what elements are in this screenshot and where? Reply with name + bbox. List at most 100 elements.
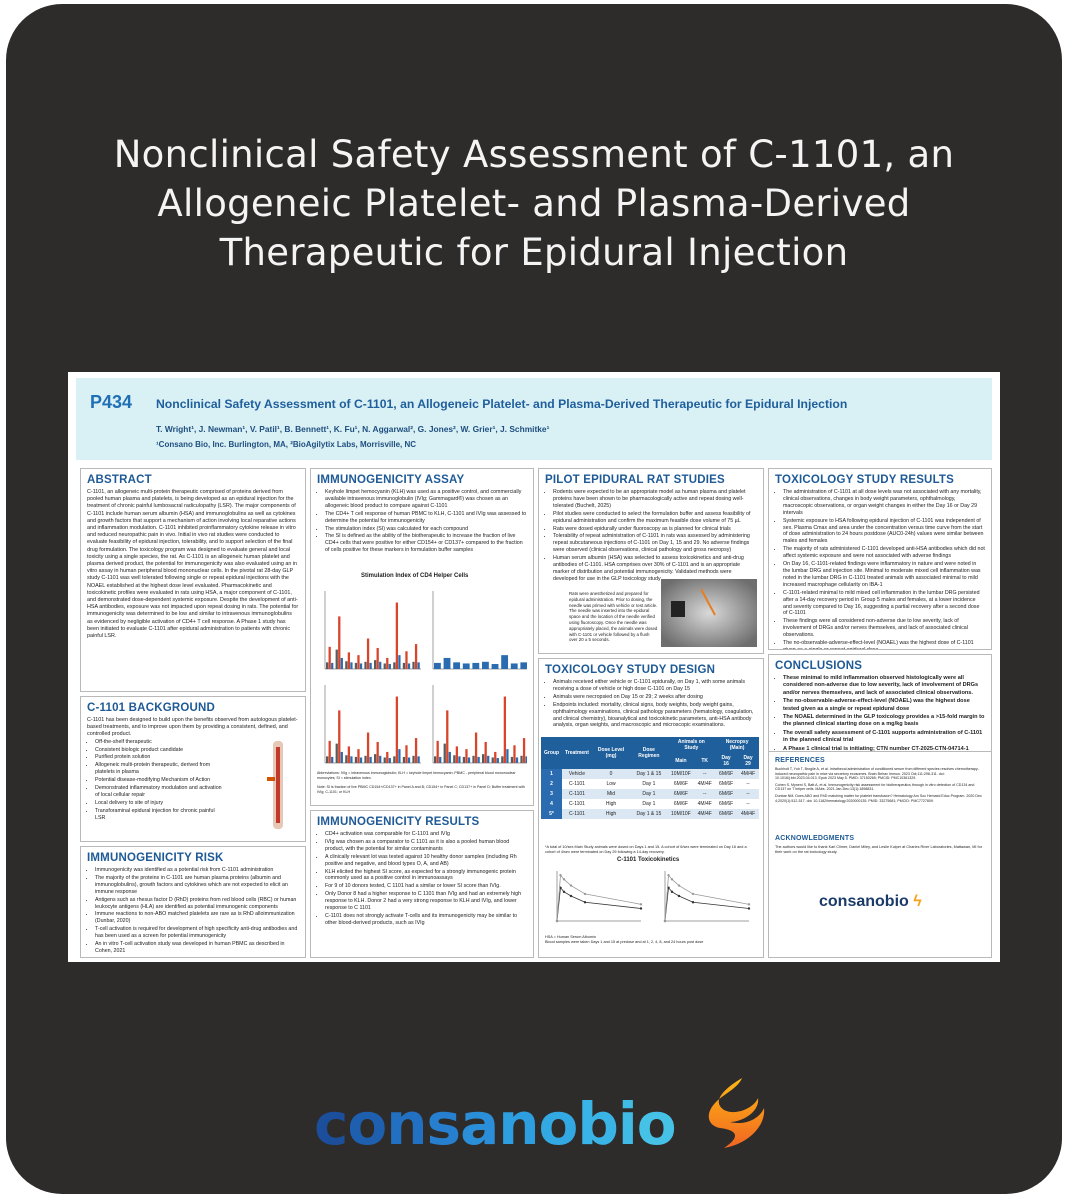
results-item: A clinically relevant lot was tested aga… <box>325 854 527 868</box>
references-title: REFERENCES <box>775 757 825 764</box>
tk-series-line <box>664 886 750 922</box>
table-cell: C-1101 <box>562 809 592 819</box>
si-bar <box>350 662 353 669</box>
tk-point <box>747 907 751 910</box>
spine-illustration <box>267 741 283 829</box>
si-bar <box>369 756 372 763</box>
si-bar <box>501 655 509 669</box>
pilot-image-caption: Rats were anesthetized and prepared for … <box>569 591 658 643</box>
pilot-section: PILOT EPIDURAL RAT STUDIES Rodents were … <box>538 468 764 654</box>
si-bar <box>487 755 490 763</box>
si-bar <box>501 756 504 763</box>
tox-results-title: TOXICOLOGY STUDY RESULTS <box>775 474 955 486</box>
tk-point <box>747 903 751 906</box>
si-bar <box>386 657 389 669</box>
design-item: Endpoints included: mortality, clinical … <box>553 702 757 730</box>
si-bar <box>376 647 379 669</box>
table-cell: Day 1 <box>630 799 668 809</box>
table-cell: High <box>591 809 631 819</box>
table-cell: 4M/4F <box>694 779 716 789</box>
si-bar <box>338 710 341 763</box>
si-bar <box>482 754 485 763</box>
table-cell: -- <box>737 799 759 809</box>
brand-logo-letter: c <box>314 1090 348 1158</box>
si-bar <box>398 749 401 763</box>
table-header: Treatment <box>562 737 592 769</box>
si-bar <box>515 757 519 763</box>
tk-point <box>583 901 587 904</box>
table-cell: 6M/6F <box>715 769 738 779</box>
table-cell: 4M/4F <box>694 809 716 819</box>
table-cell: -- <box>737 779 759 789</box>
table-cell: 6M/6F <box>715 809 738 819</box>
abstract-title: ABSTRACT <box>87 474 152 486</box>
si-bar <box>494 751 497 763</box>
table-cell: 10M/10F <box>667 809 695 819</box>
si-bar <box>412 661 415 669</box>
tk-point <box>555 919 559 923</box>
table-row: 1 Vehicle 0 Day 1 & 15 10M/10F -- 6M/6F … <box>541 769 759 779</box>
si-bar <box>376 741 379 763</box>
table-cell: Day 1 & 15 <box>630 809 668 819</box>
ack-title: ACKNOWLEDGMENTS <box>775 835 855 842</box>
tk-point <box>569 894 573 898</box>
table-row: 2 C-1101 Low Day 1 6M/6F 4M/4F 6M/6F -- <box>541 779 759 789</box>
si-bar <box>405 651 408 669</box>
assay-item: The SI is defined as the ability of the … <box>325 533 527 554</box>
si-bar <box>335 649 338 669</box>
si-bar <box>398 655 401 669</box>
si-bar <box>366 732 370 763</box>
table-header: Dose Regimen <box>630 737 668 769</box>
design-title: TOXICOLOGY STUDY DESIGN <box>545 664 716 676</box>
tk-point <box>639 903 643 906</box>
si-bar <box>453 662 461 669</box>
si-bar <box>414 644 418 669</box>
table-cell: 6M/6F <box>715 799 738 809</box>
tk-point <box>639 907 643 910</box>
tk-point <box>663 919 667 923</box>
poster-number: P434 <box>90 392 133 412</box>
table-cell: 6M/6F <box>667 789 695 799</box>
table-subheader: Main <box>667 753 695 769</box>
results-item: KLH elicited the highest SI score, as ex… <box>325 869 527 883</box>
tk-point <box>583 892 587 896</box>
si-bar <box>414 738 418 763</box>
si-chart-title: Stimulation Index of CD4 Helper Cells <box>361 573 469 579</box>
si-bar <box>350 756 353 763</box>
si-bar <box>328 740 331 763</box>
tox-results-section: TOXICOLOGY STUDY RESULTS The administrat… <box>768 468 992 650</box>
tox-item: The no-observable-adverse-effect-level (… <box>783 640 985 649</box>
table-cell: Day 1 <box>630 789 668 799</box>
poster-authors: T. Wright¹, J. Newman¹, V. Patil¹, B. Be… <box>156 424 550 434</box>
table-header: Necropsy (Main) <box>715 737 759 753</box>
si-bar <box>359 757 363 763</box>
risk-title: IMMUNOGENICITY RISK <box>87 852 224 864</box>
si-bar <box>364 661 367 669</box>
poster-logo-flame-icon: ϟ <box>913 893 922 910</box>
tk-series-line <box>556 874 642 922</box>
tk-point <box>667 873 670 877</box>
ack-text: The authors would like to thank Karl Cli… <box>775 845 982 854</box>
table-cell: 6M/6F <box>715 789 738 799</box>
table-cell: Mid <box>591 789 631 799</box>
table-cell: 3 <box>541 789 562 799</box>
background-item: Demonstrated inflammatory modulation and… <box>95 785 225 799</box>
si-bar <box>354 756 358 763</box>
results-title: IMMUNOGENICITY RESULTS <box>317 816 480 828</box>
risk-item: Antigens such as rhesus factor D (RhD) p… <box>95 897 299 911</box>
si-bar <box>520 662 527 669</box>
risk-section: IMMUNOGENICITY RISK Immunogenicity was i… <box>80 846 306 958</box>
table-cell: 4M/4F <box>694 799 716 809</box>
pilot-item: Rats were dosed epidurally under fluoros… <box>553 526 757 533</box>
table-cell: -- <box>694 789 716 799</box>
assay-item: Keyhole limpet hemocyanin (KLH) was used… <box>325 489 527 510</box>
si-bar <box>345 755 348 763</box>
conclusion-item: The no-observable-adverse-effect-level (… <box>783 698 985 713</box>
si-bar <box>446 710 449 763</box>
tk-point <box>562 878 566 881</box>
conclusion-item: The NOAEL determined in the GLP toxicolo… <box>783 714 985 729</box>
conclusion-item: The overall safety assessment of C-1101 … <box>783 730 985 745</box>
conclusions-section: CONCLUSIONS These minimal to mild inflam… <box>768 654 992 958</box>
si-bar <box>467 757 471 763</box>
si-bar <box>366 638 370 669</box>
